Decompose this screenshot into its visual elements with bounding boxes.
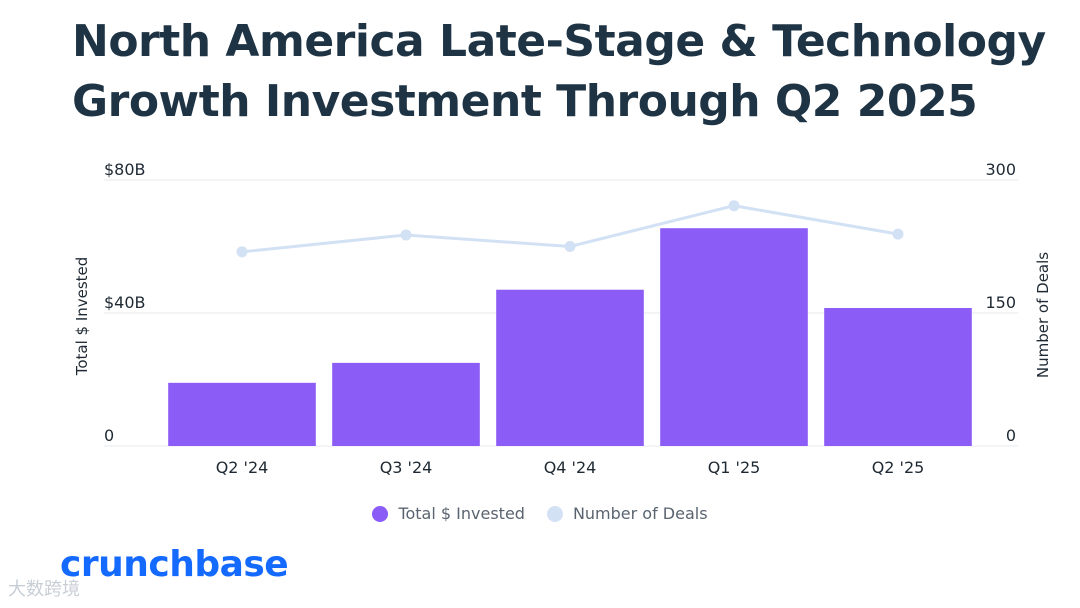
legend-swatch-total-invested	[372, 505, 389, 522]
legend-label-total-invested: Total $ Invested	[398, 504, 525, 523]
y-right-tick-label-1: 150	[985, 293, 1016, 312]
y-left-tick-label-0: 0	[104, 426, 114, 445]
chart-title: North America Late-Stage & Technology Gr…	[72, 12, 1062, 132]
bar-3	[660, 228, 808, 446]
bar-0	[168, 382, 316, 446]
legend-label-number-of-deals: Number of Deals	[572, 504, 708, 523]
legend-item-total-invested[interactable]: Total $ Invested	[372, 504, 525, 523]
x-tick-label-0: Q2 '24	[216, 458, 269, 477]
x-tick-label-1: Q3 '24	[380, 458, 433, 477]
y-right-tick-label-2: 300	[985, 160, 1016, 179]
watermark: 大数跨境	[8, 579, 80, 600]
y-left-tick-label-1: $40B	[104, 293, 146, 312]
chart-title-line-2: Growth Investment Through Q2 2025	[72, 76, 978, 127]
x-tick-label-2: Q4 '24	[544, 458, 597, 477]
bar-2	[496, 289, 644, 446]
bar-4	[824, 308, 972, 446]
bar-1	[332, 362, 480, 446]
x-tick-label-4: Q2 '25	[872, 458, 925, 477]
deals-point-0	[236, 246, 248, 258]
chart-legend: Total $ Invested Number of Deals	[0, 504, 1080, 523]
deals-point-1	[400, 229, 412, 241]
legend-swatch-number-of-deals	[546, 505, 563, 522]
deals-point-4	[892, 228, 904, 240]
y-left-axis-title: Total $ Invested	[73, 257, 91, 377]
legend-item-number-of-deals[interactable]: Number of Deals	[546, 504, 708, 523]
y-right-axis-title: Number of Deals	[1034, 252, 1052, 378]
deals-point-2	[564, 241, 576, 252]
deals-point-3	[728, 200, 740, 212]
x-tick-label-3: Q1 '25	[708, 458, 761, 477]
y-right-tick-label-0: 0	[1006, 426, 1016, 445]
crunchbase-logo: crunchbase	[60, 544, 289, 585]
y-left-tick-label-2: $80B	[104, 160, 146, 179]
chart-title-line-1: North America Late-Stage & Technology	[72, 16, 1046, 67]
